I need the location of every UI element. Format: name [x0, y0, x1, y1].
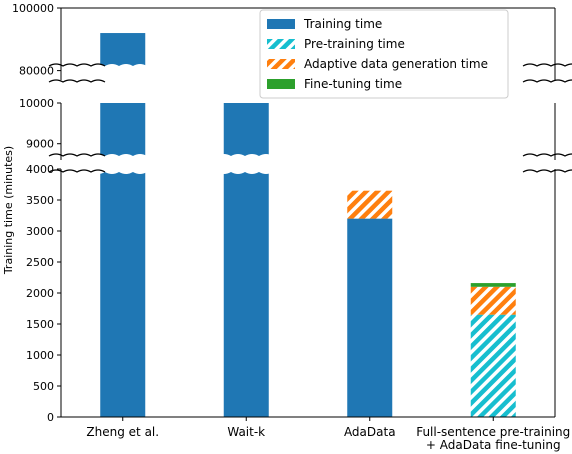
bar-adaptive-data-generation-time-adadata-seg0 [347, 190, 393, 219]
y-tick-label-3500: 3500 [26, 194, 54, 207]
x-tick-label-full-sentence-pre-training-adadata-fine-tuning-line0: Full-sentence pre-training [416, 425, 570, 439]
x-tick-label-zheng-et-al: Zheng et al. [86, 425, 159, 439]
x-tick-label-adadata: AdaData [344, 425, 396, 439]
bar-training-time-wait-k-seg1 [223, 103, 269, 160]
axis-break-mark-left-1-1 [48, 79, 106, 83]
y-tick-label-9000: 9000 [26, 138, 54, 151]
y-tick-label-1500: 1500 [26, 318, 54, 331]
axis-break-mark-left-0-0 [48, 153, 106, 157]
bar-training-time-zheng-et-al-seg0 [100, 169, 146, 417]
x-tick-label-wait-k: Wait-k [227, 425, 265, 439]
axis-break-mark-right-1-1 [522, 79, 572, 83]
axis-break-mark-left-0-1 [48, 169, 106, 173]
legend-swatch-training-time [267, 19, 295, 29]
bar-training-time-adadata-seg0 [347, 218, 393, 417]
axis-break-mark-left-1-0 [48, 63, 106, 67]
y-tick-label-2500: 2500 [26, 256, 54, 269]
axis-break-mark-right-1-0 [522, 63, 572, 67]
bar-pre-training-time-full-sentence-pre-training-adadata-fine-tuning-seg0 [470, 314, 516, 417]
legend-label-pre-training-time: Pre-training time [304, 37, 405, 51]
legend-label-training-time: Training time [303, 17, 382, 31]
legend-swatch-fine-tuning-time [267, 79, 295, 89]
legend-swatch-pre-training-time [267, 39, 295, 49]
bar-training-time-zheng-et-al-seg1 [100, 103, 146, 160]
legend-label-fine-tuning-time: Fine-tuning time [304, 77, 402, 91]
x-axis-ticks: Zheng et al. Wait-k AdaData Full-sentence p… [86, 417, 570, 452]
y-tick-label-2000: 2000 [26, 287, 54, 300]
bar-fine-tuning-time-full-sentence-pre-training-adadata-fine-tuning-seg0 [470, 283, 516, 287]
bar-training-time-wait-k-seg0 [223, 169, 269, 417]
y-tick-label-3000: 3000 [26, 225, 54, 238]
axis-break-mark-right-0-1 [522, 169, 572, 173]
x-tick-label-full-sentence-pre-training-adadata-fine-tuning-line1: + AdaData fine-tuning [426, 438, 561, 452]
legend-box [259, 9, 509, 99]
y-tick-label-0: 0 [47, 411, 54, 424]
y-axis-label: Training time (minutes) [2, 146, 15, 275]
bars-layer [35, 33, 572, 417]
axis-break-mark-right-0-0 [522, 153, 572, 157]
y-tick-label-100000: 100000 [12, 2, 54, 15]
y-tick-label-4000: 4000 [26, 163, 54, 176]
legend-swatch-adaptive-data-generation-time [267, 59, 295, 69]
legend-label-adaptive-data-generation-time: Adaptive data generation time [304, 57, 488, 71]
y-tick-label-1000: 1000 [26, 349, 54, 362]
y-tick-label-80000: 80000 [19, 65, 54, 78]
legend: Training time Pre-training time Adaptive d… [259, 9, 509, 99]
y-tick-label-10000: 10000 [19, 97, 54, 110]
y-axis-ticks: 0 500 1000 1500 2000 2500 3000 3500 4000 9000 1000… [12, 2, 61, 424]
axis-break-gap-0 [35, 154, 572, 174]
bar-adaptive-data-generation-time-full-sentence-pre-training-adadata-fine-tuning-seg0 [470, 286, 516, 315]
y-tick-label-500: 500 [33, 380, 54, 393]
